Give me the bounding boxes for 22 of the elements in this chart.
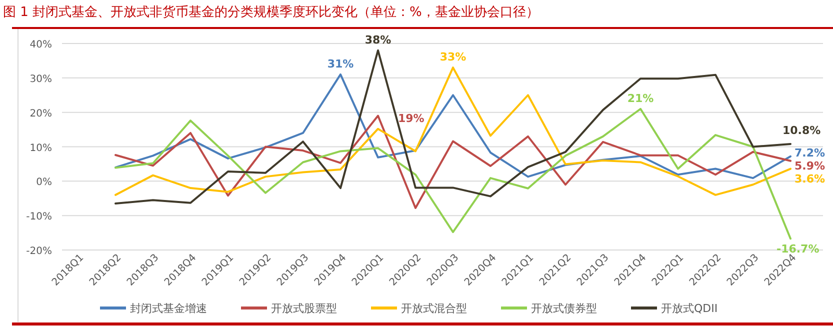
y-tick-label: 20%	[30, 108, 52, 120]
data-label: 33%	[440, 50, 466, 64]
y-tick-label: -20%	[26, 246, 52, 257]
legend-label: 开放式QDII	[661, 302, 718, 315]
data-label: 38%	[364, 33, 392, 46]
legend-label: 开放式混合型	[401, 302, 467, 315]
legend-label: 开放式债券型	[531, 302, 597, 315]
data-label: 21%	[627, 92, 654, 105]
y-tick-label: 10%	[30, 142, 52, 154]
y-tick-label: -10%	[26, 212, 52, 223]
data-label: 19%	[398, 112, 424, 125]
y-tick-label: 0%	[36, 177, 52, 188]
data-label: 5.9%	[794, 159, 826, 172]
data-label: 10.8%	[782, 124, 821, 137]
data-label: 31%	[327, 57, 354, 70]
data-label: 3.6%	[794, 172, 826, 186]
chart-title: 图 1 封闭式基金、开放式非货币基金的分类规模季度环比变化（单位：%，基金业协会口径）	[3, 4, 539, 20]
legend-label: 开放式股票型	[271, 302, 337, 315]
data-label: 7.2%	[794, 146, 826, 160]
legend-label: 封闭式基金增速	[130, 302, 207, 315]
y-tick-label: 40%	[30, 40, 52, 50]
y-tick-label: 30%	[30, 74, 52, 85]
